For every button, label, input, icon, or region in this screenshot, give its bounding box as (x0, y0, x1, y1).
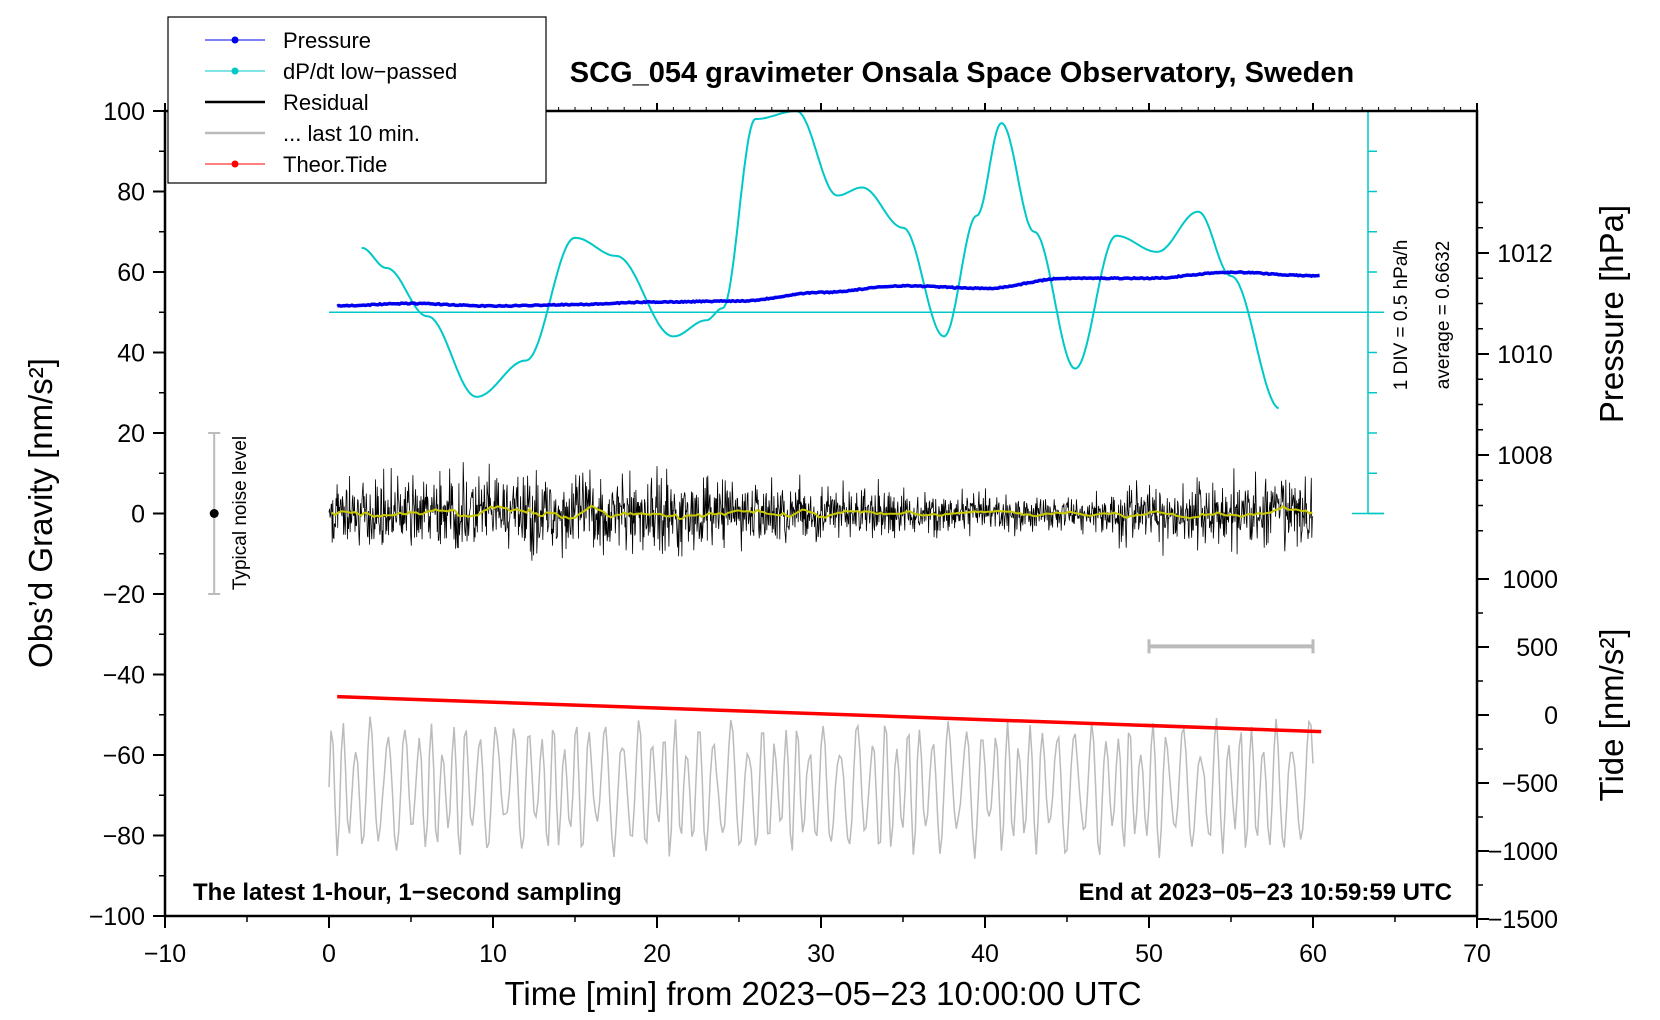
legend-box (167, 16, 547, 184)
x-tick-label: 20 (643, 940, 671, 968)
tide-tick-label: 1000 (1502, 566, 1558, 594)
residual-smoothed-line (331, 504, 1313, 521)
y-tick-label: −60 (103, 742, 145, 770)
x-tick-label: 70 (1463, 940, 1491, 968)
y-tick-label: −40 (103, 662, 145, 690)
residual-series-line (328, 462, 1314, 561)
y-tick-label: −100 (89, 903, 145, 931)
x-tick-label: 40 (971, 940, 999, 968)
y-tick-label: 60 (117, 259, 145, 287)
y-tick-label: 20 (117, 420, 145, 448)
x-tick-label: 10 (479, 940, 507, 968)
tide-tick-label: −1000 (1488, 838, 1558, 866)
dpdt-average-label: average = 0.6632 (1433, 241, 1454, 389)
axes: −10 0 10 20 30 40 50 60 70−100−80−60−40−20020406… (89, 98, 1558, 968)
legend-dpdt-marker (231, 67, 239, 75)
pressure-axis-label: Pressure [hPa] (1593, 205, 1630, 423)
tide-tick-label: −500 (1502, 770, 1558, 798)
x-tick-label: 30 (807, 940, 835, 968)
pressure-tick-label: 1008 (1497, 442, 1553, 470)
tide-tick-label: −1500 (1488, 906, 1558, 934)
legend-pressure: Pressure (283, 28, 371, 53)
x-tick-label: −10 (144, 940, 186, 968)
y-tick-label: −80 (103, 823, 145, 851)
x-tick-label: 60 (1299, 940, 1327, 968)
y-tick-label: −20 (103, 581, 145, 609)
legend-last10: ... last 10 min. (283, 121, 420, 146)
x-tick-label: 0 (322, 940, 336, 968)
plot-area (208, 111, 1384, 859)
x-tick-label: 50 (1135, 940, 1163, 968)
tide-tick-label: 500 (1516, 634, 1558, 662)
chart-title: SCG_054 gravimeter Onsala Space Observat… (570, 57, 1354, 89)
legend-pressure-marker (231, 36, 239, 44)
pressure-tick-label: 1010 (1497, 341, 1553, 369)
legend-tide-marker (231, 160, 239, 168)
tide-series-line (337, 694, 1322, 734)
dpdt-div-label: 1 DIV = 0.5 hPa/h (1391, 240, 1412, 391)
last10-series-line (328, 716, 1314, 859)
note-left: The latest 1-hour, 1−second sampling (193, 879, 622, 906)
noise-label: Typical noise level (230, 436, 251, 590)
dpdt-series-line (361, 111, 1280, 410)
tide-tick-label: 0 (1544, 702, 1558, 730)
x-axis-label: Time [min] from 2023−05−23 10:00:00 UTC (504, 975, 1141, 1012)
tide-axis-label: Tide [nm/s²] (1593, 629, 1630, 802)
pressure-tick-label: 1012 (1497, 240, 1553, 268)
pressure-series-line (336, 270, 1320, 309)
legend-tide: Theor.Tide (283, 152, 387, 177)
y-tick-label: 40 (117, 340, 145, 368)
y-axis-label-left: Obs’d Gravity [nm/s²] (22, 358, 59, 668)
noise-center-marker (209, 509, 219, 518)
plot-series (208, 111, 1384, 859)
y-tick-label: 100 (103, 98, 145, 126)
y-tick-label: 80 (117, 179, 145, 207)
legend-residual: Residual (283, 90, 369, 115)
y-tick-label: 0 (131, 501, 145, 529)
legend-dpdt: dP/dt low−passed (283, 59, 457, 84)
note-right: End at 2023−05−23 10:59:59 UTC (1078, 879, 1452, 906)
legend: Pressure dP/dt low−passed Residual ... l… (167, 16, 547, 184)
